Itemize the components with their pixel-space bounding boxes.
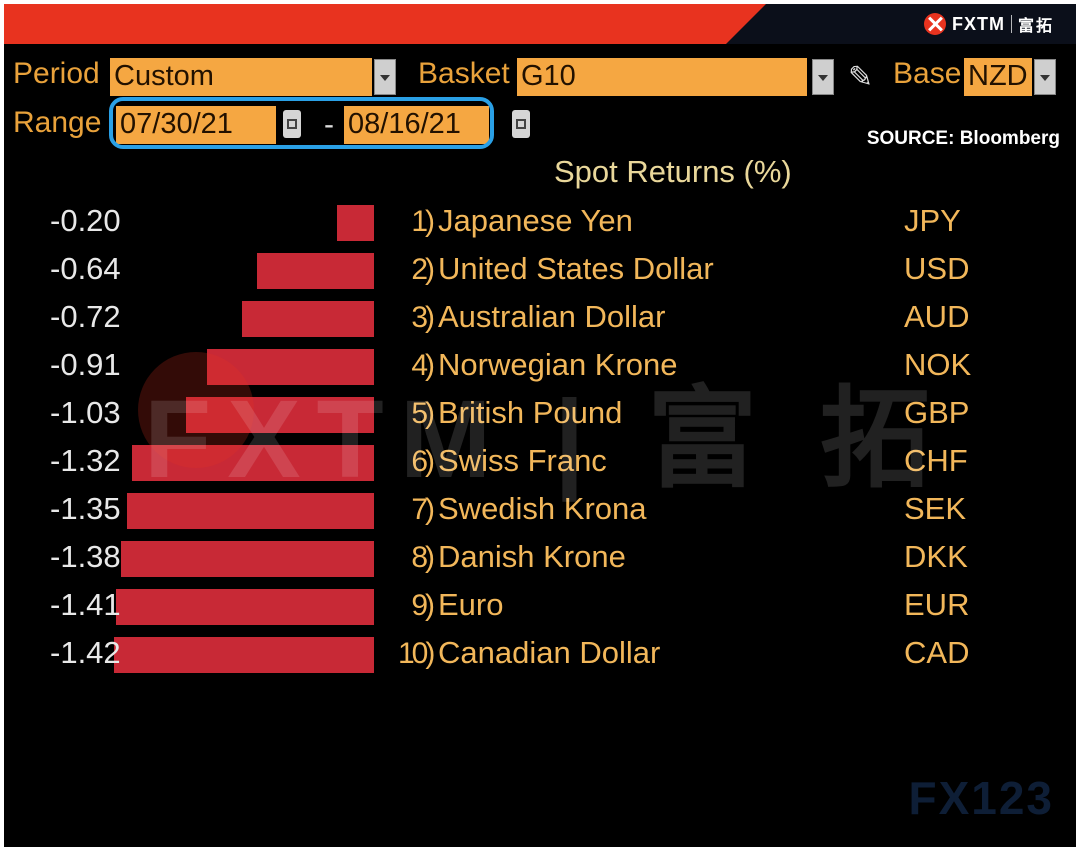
return-bar [256,253,374,289]
return-bar [121,541,374,577]
currency-code: CHF [904,443,968,478]
row-number: 5) [411,397,435,430]
basket-label: Basket [418,57,510,90]
row-number: 8) [411,541,435,574]
row-number: 9) [411,589,435,622]
currency-name[interactable]: Euro [438,587,504,622]
return-value: -0.72 [50,299,121,334]
basket-dropdown-icon[interactable] [812,59,834,95]
period-dropdown-icon[interactable] [374,59,396,95]
row-number: 7) [411,493,435,526]
currency-code: CAD [904,635,970,670]
start-calendar-icon[interactable] [283,110,301,138]
brand-name: FXTM [951,13,1005,34]
range-separator: - [324,108,334,141]
return-bar [242,301,374,337]
table-row[interactable]: -1.03 5) British Pound GBP [4,393,1076,437]
base-dropdown-icon[interactable] [1034,59,1056,95]
return-bar [207,349,374,385]
period-label: Period [13,57,100,90]
currency-name[interactable]: Norwegian Krone [438,347,678,382]
return-bar [185,397,374,433]
table-row[interactable]: -1.35 7) Swedish Krona SEK [4,489,1076,533]
range-end-field[interactable]: 08/16/21 [344,106,489,144]
return-value: -0.64 [50,251,121,286]
currency-name[interactable]: Japanese Yen [438,203,633,238]
return-value: -1.42 [50,635,121,670]
currency-code: EUR [904,587,970,622]
currency-code: NOK [904,347,972,382]
table-row[interactable]: -1.42 10) Canadian Dollar CAD [4,633,1076,677]
period-select[interactable]: Custom [110,58,372,96]
base-label: Base [893,57,962,90]
table-row[interactable]: -0.64 2) United States Dollar USD [4,249,1076,293]
return-value: -1.38 [50,539,121,574]
table-row[interactable]: -0.20 1) Japanese Yen JPY [4,201,1076,245]
return-value: -1.41 [50,587,121,622]
range-highlight-box [109,97,494,149]
edit-pencil-icon[interactable]: ✎ [848,61,874,94]
brand-cn: 富拓 [1017,18,1054,35]
currency-code: GBP [904,395,970,430]
basket-select[interactable]: G10 [517,58,807,96]
row-number: 2) [411,253,435,286]
currency-name[interactable]: United States Dollar [438,251,714,286]
currency-name[interactable]: Swedish Krona [438,491,647,526]
table-row[interactable]: -1.32 6) Swiss Franc CHF [4,441,1076,485]
return-bar [126,493,374,529]
row-number: 1) [411,205,435,238]
watermark-logo-icon [138,352,254,468]
return-value: -0.20 [50,203,121,238]
base-select[interactable]: NZD [964,58,1032,96]
table-row[interactable]: -1.38 8) Danish Krone DKK [4,537,1076,581]
return-value: -1.03 [50,395,121,430]
source-note: SOURCE: Bloomberg [866,128,1060,149]
currency-code: AUD [904,299,970,334]
fx123-watermark: FX123 [908,772,1054,824]
brand-divider [1010,15,1012,33]
currency-code: USD [904,251,970,286]
chart-title: Spot Returns (%) [554,154,792,189]
fxtm-brand: FXTM 富拓 [923,11,1054,37]
row-number: 6) [411,445,435,478]
return-value: -0.91 [50,347,121,382]
return-bar [115,589,374,625]
currency-code: JPY [904,203,961,238]
return-bar [114,637,374,673]
return-value: -1.32 [50,443,121,478]
range-start-field[interactable]: 07/30/21 [116,106,276,144]
brand-bar: FXTM 富拓 [4,4,1076,44]
fxtm-logo-icon [923,13,946,35]
table-row[interactable]: -1.41 9) Euro EUR [4,585,1076,629]
row-number: 4) [411,349,435,382]
currency-name[interactable]: British Pound [438,395,623,430]
currency-code: DKK [904,539,968,574]
table-row[interactable]: -0.72 3) Australian Dollar AUD [4,297,1076,341]
currency-name[interactable]: Canadian Dollar [438,635,661,670]
brand-bar-dark-panel [726,4,1076,44]
bloomberg-terminal-screen: FXTM 富拓 Period Custom Basket G10 ✎ Base … [4,4,1076,847]
currency-name[interactable]: Australian Dollar [438,299,666,334]
end-calendar-icon[interactable] [512,110,530,138]
return-bar [132,445,374,481]
row-number: 3) [411,301,435,334]
currency-name[interactable]: Swiss Franc [438,443,607,478]
row-number: 10) [398,637,435,670]
currency-name[interactable]: Danish Krone [438,539,626,574]
return-bar [337,205,374,241]
return-value: -1.35 [50,491,121,526]
currency-code: SEK [904,491,967,526]
range-label: Range [13,106,102,139]
table-row[interactable]: -0.91 4) Norwegian Krone NOK [4,345,1076,389]
